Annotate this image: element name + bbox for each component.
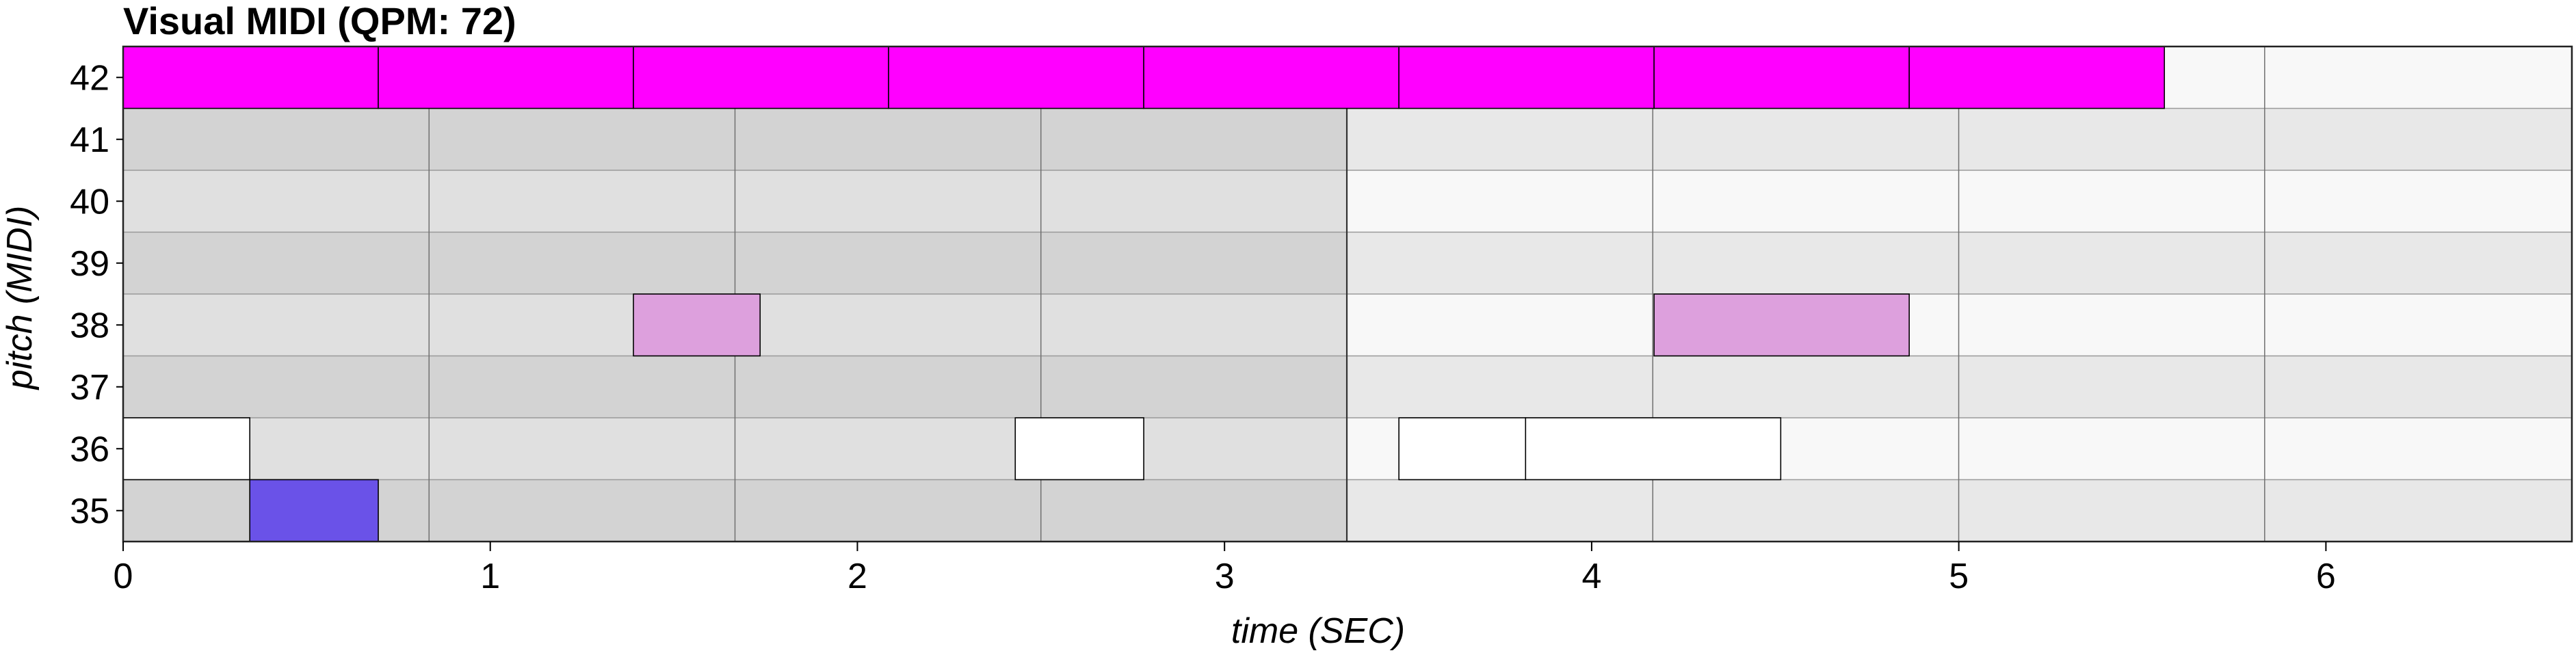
y-tick-label: 39 [70, 244, 109, 284]
note-42 [378, 46, 634, 109]
x-tick-label: 5 [1949, 557, 1969, 596]
labels-layer: Visual MIDI (QPM: 72) time (SEC) pitch (… [0, 0, 1405, 651]
grid-layer [123, 46, 2572, 542]
note-42 [122, 46, 379, 109]
y-tick-label: 41 [70, 120, 109, 160]
note-42 [633, 46, 889, 109]
y-tick-label: 37 [70, 368, 109, 408]
y-tick-label: 38 [70, 306, 109, 345]
note-38 [633, 293, 761, 357]
x-tick-label: 0 [114, 557, 133, 596]
note-42 [888, 46, 1144, 109]
x-tick-label: 3 [1215, 557, 1235, 596]
x-tick-label: 4 [1581, 557, 1601, 596]
frame-layer [122, 45, 2573, 543]
note-35 [249, 479, 379, 542]
y-tick-label: 40 [70, 182, 109, 222]
x-tick-label: 1 [480, 557, 500, 596]
ticks-layer: 42 41 40 39 38 37 36 350 1 2 3 4 5 6 [70, 58, 2336, 596]
note-36 [1525, 417, 1782, 481]
note-36 [122, 417, 250, 481]
y-tick-label: 35 [70, 492, 109, 531]
note-38 [1653, 293, 1910, 357]
y-tick-label: 36 [70, 429, 109, 469]
note-42 [1908, 46, 2166, 109]
y-axis-label: pitch (MIDI) [0, 206, 40, 391]
note-36 [1398, 417, 1527, 481]
notes-layer [122, 46, 2166, 542]
note-42 [1653, 46, 1910, 109]
note-42 [1398, 46, 1655, 109]
note-42 [1143, 46, 1399, 109]
y-tick-label: 42 [70, 58, 109, 98]
x-tick-label: 6 [2316, 557, 2336, 596]
note-36 [1014, 417, 1144, 481]
chart-title: Visual MIDI (QPM: 72) [123, 0, 516, 42]
x-tick-label: 2 [847, 557, 867, 596]
x-axis-label: time (SEC) [1231, 611, 1405, 651]
plot-frame [122, 45, 2573, 543]
